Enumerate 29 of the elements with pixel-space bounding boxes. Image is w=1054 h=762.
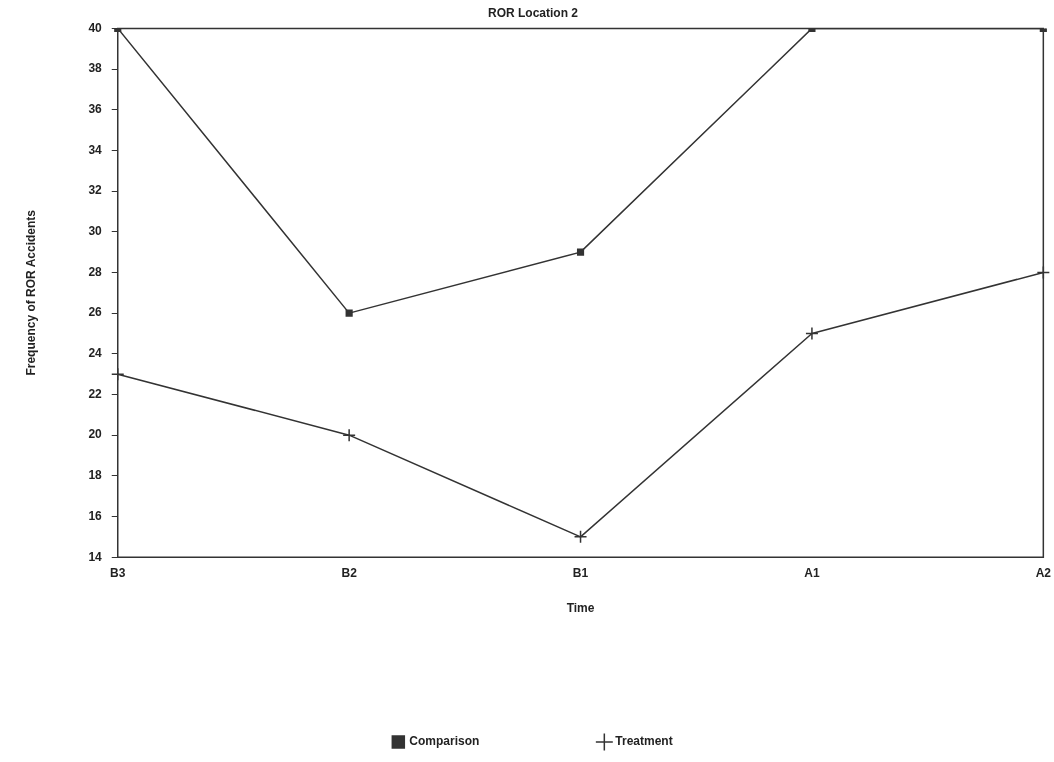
- x-tick-label: A2: [1035, 565, 1052, 580]
- x-tick-label: B2: [341, 565, 358, 580]
- legend-label: Treatment: [615, 734, 673, 749]
- y-tick-label: 20: [88, 427, 103, 442]
- chart-title: ROR Location 2: [487, 5, 579, 20]
- y-tick-label: 40: [88, 20, 103, 35]
- legend-label: Comparison: [409, 734, 480, 749]
- point: [342, 428, 356, 442]
- point: [573, 530, 588, 544]
- y-tick-label: 22: [88, 386, 103, 401]
- y-tick-label: 32: [88, 183, 103, 198]
- point: [805, 326, 819, 341]
- x-tick-label: B1: [572, 565, 589, 580]
- y-axis-title: Frequency of ROR Accidents: [23, 209, 38, 376]
- x-tick-label: B3: [110, 565, 126, 580]
- y-tick-label: 14: [88, 549, 103, 564]
- y-tick-label: 28: [88, 264, 103, 279]
- y-tick-label: 34: [88, 142, 103, 157]
- x-axis-title: Time: [566, 601, 595, 616]
- y-tick-label: 36: [88, 102, 103, 117]
- point: [576, 248, 585, 256]
- y-tick-label: 26: [88, 305, 103, 320]
- y-tick-label: 30: [88, 224, 103, 239]
- y-tick-label: 16: [88, 508, 103, 523]
- y-tick-label: 24: [88, 346, 103, 361]
- y-tick-label: 18: [88, 468, 103, 483]
- x-tick-label: A1: [804, 565, 820, 580]
- point: [345, 309, 353, 317]
- y-tick-label: 38: [88, 61, 103, 76]
